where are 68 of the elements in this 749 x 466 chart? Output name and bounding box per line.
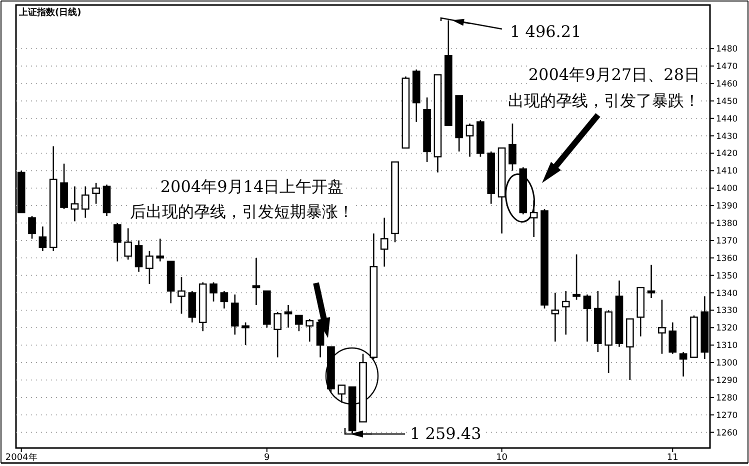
candlestick: [134, 240, 143, 272]
candlestick: [295, 314, 303, 332]
y-tick-label: 1280: [716, 393, 738, 404]
y-tick-label: 1330: [716, 306, 738, 316]
candlestick: [306, 318, 314, 342]
candlestick: [530, 200, 538, 238]
y-tick-label: 1420: [716, 149, 738, 160]
y-tick-label: 1440: [716, 114, 738, 124]
x-tick-label: 11: [666, 453, 678, 463]
candlestick: [380, 217, 388, 268]
y-tick-label: 1350: [716, 271, 738, 282]
candlestick: [220, 290, 228, 310]
x-tick-label: 2004年: [5, 452, 38, 463]
candlestick: [146, 250, 154, 285]
candlestick: [284, 304, 292, 328]
candlestick: [38, 226, 47, 252]
y-tick-label: 1430: [716, 132, 738, 142]
y-tick-label: 1300: [716, 358, 738, 369]
candlestick: [114, 222, 122, 262]
candlestick: [81, 186, 90, 218]
candlestick: [252, 257, 260, 306]
annotation: 1 496.21: [510, 22, 582, 41]
y-tick-label: 1270: [716, 410, 738, 421]
annotation: 后出现的孕线，引发短期暴涨！: [130, 202, 354, 221]
annotation: 2004年9月27日、28日: [528, 65, 700, 84]
annotation: 出现的孕线，引发了暴跌！: [508, 91, 700, 110]
annotation: 2004年9月14日上午开盘: [160, 177, 344, 196]
candlestick: [242, 322, 250, 346]
candlestick: [583, 294, 592, 342]
candlestick: [156, 238, 164, 262]
chart-title: 上证指数(日线): [18, 7, 82, 18]
candlestick: [551, 292, 560, 342]
y-tick-label: 1290: [716, 376, 738, 386]
y-tick-label: 1460: [716, 79, 738, 90]
candlestick: [572, 254, 580, 300]
y-tick-label: 1390: [716, 202, 738, 212]
y-tick-label: 1450: [716, 96, 738, 107]
y-tick-label: 1370: [716, 236, 738, 246]
x-tick-label: 10: [496, 453, 508, 463]
y-tick-label: 1320: [716, 324, 738, 334]
candlestick: [562, 290, 570, 336]
y-tick-label: 1360: [716, 254, 738, 264]
y-tick-label: 1410: [716, 166, 738, 177]
candlestick: [28, 215, 36, 240]
candlestick: [70, 186, 79, 222]
y-tick-label: 1470: [716, 62, 738, 72]
candlestick: [316, 320, 324, 358]
y-tick-label: 1480: [716, 44, 738, 55]
candlestick: [647, 264, 656, 299]
candlestick: [210, 282, 218, 302]
candlestick: [668, 322, 677, 354]
candlestick: [274, 311, 282, 358]
candlestick: [658, 299, 666, 354]
candlestick: [338, 384, 346, 404]
candlestick: [508, 122, 516, 172]
candlestick: [466, 122, 474, 158]
y-tick-label: 1260: [716, 428, 738, 438]
candlestick: [230, 294, 239, 336]
y-tick-label: 1310: [716, 341, 738, 352]
candlestick: [92, 182, 100, 204]
y-tick-label: 1340: [716, 288, 738, 299]
candlestick: [178, 276, 186, 314]
candlestick: [679, 351, 688, 378]
y-tick-label: 1400: [716, 184, 738, 194]
x-tick-label: 9: [264, 453, 270, 463]
candlestick: [124, 228, 132, 260]
y-tick-label: 1380: [716, 219, 738, 230]
annotation: 1 259.43: [410, 424, 482, 443]
